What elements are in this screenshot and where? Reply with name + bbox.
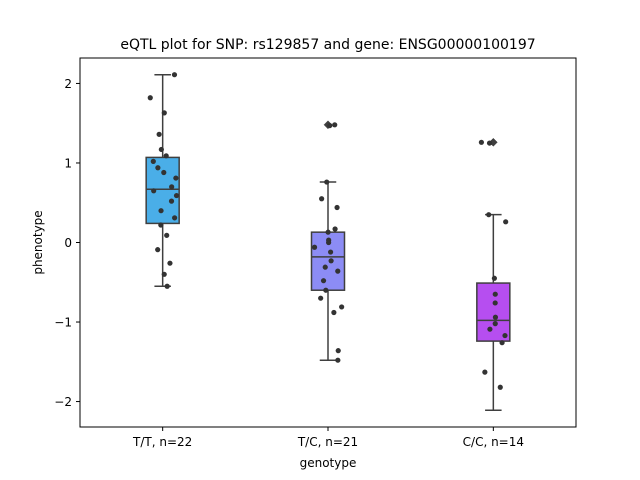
data-point: [491, 275, 497, 281]
data-point: [167, 260, 173, 266]
data-point: [335, 348, 341, 354]
data-point: [324, 179, 330, 185]
data-point: [327, 249, 334, 255]
strip-points-2: [311, 122, 345, 363]
data-point: [335, 268, 341, 274]
data-point: [327, 122, 333, 129]
data-point: [486, 212, 492, 218]
data-point: [326, 239, 332, 246]
data-point: [164, 232, 170, 238]
data-point: [482, 369, 488, 375]
data-point: [499, 340, 505, 346]
data-point: [503, 219, 509, 225]
data-point: [172, 215, 178, 221]
x-tick-label: C/C, n=14: [463, 435, 524, 449]
data-point: [322, 264, 328, 270]
data-point: [486, 140, 493, 146]
data-point: [320, 278, 327, 284]
data-point: [147, 95, 153, 101]
plot-area: [145, 72, 511, 412]
data-point: [173, 192, 180, 199]
y-axis-ticks: −2 −1 0 1 2: [54, 77, 80, 409]
data-point: [158, 208, 164, 214]
data-point: [173, 175, 179, 181]
data-point: [156, 131, 162, 137]
x-axis-label: genotype: [300, 456, 357, 470]
x-tick-label: T/T, n=22: [132, 435, 192, 449]
data-point: [332, 226, 338, 232]
data-point: [158, 146, 164, 153]
data-point: [331, 309, 337, 316]
data-point: [492, 291, 498, 297]
data-point: [311, 244, 318, 250]
data-point: [155, 247, 161, 253]
data-point: [487, 326, 493, 332]
data-point: [502, 332, 508, 339]
chart-title: eQTL plot for SNP: rs129857 and gene: EN…: [120, 37, 535, 53]
data-point: [334, 204, 340, 211]
data-point: [497, 384, 503, 390]
data-point: [492, 314, 499, 320]
y-tick-label: −2: [54, 395, 72, 409]
strip-points-3: [478, 139, 509, 390]
data-point: [158, 222, 164, 228]
data-point: [332, 122, 338, 128]
y-tick-label: 0: [64, 236, 72, 250]
data-point: [319, 196, 325, 202]
y-tick-label: −1: [54, 316, 72, 330]
data-point: [492, 300, 498, 306]
data-point: [168, 198, 175, 204]
data-point: [328, 258, 334, 264]
x-tick-label: T/C, n=21: [297, 435, 358, 449]
data-point: [335, 357, 341, 363]
data-point: [155, 165, 161, 171]
strip-points-1: [147, 72, 180, 289]
y-tick-label: 2: [64, 77, 72, 91]
data-point: [171, 72, 178, 78]
y-axis-label: phenotype: [31, 210, 45, 274]
data-point: [318, 295, 324, 301]
data-point: [150, 158, 156, 164]
data-point: [163, 153, 169, 159]
y-tick-label: 1: [64, 156, 72, 170]
data-point: [161, 110, 167, 116]
data-point: [478, 139, 485, 145]
data-point: [492, 321, 498, 327]
data-point: [161, 271, 167, 277]
data-point: [325, 229, 331, 235]
data-point: [164, 283, 170, 289]
data-point: [323, 287, 329, 293]
data-point: [151, 188, 157, 194]
data-point: [339, 304, 345, 310]
data-point: [169, 184, 175, 190]
x-axis-ticks: T/T, n=22 T/C, n=21 C/C, n=14: [132, 427, 524, 449]
iqr-box: [476, 282, 511, 342]
data-point: [161, 169, 167, 176]
